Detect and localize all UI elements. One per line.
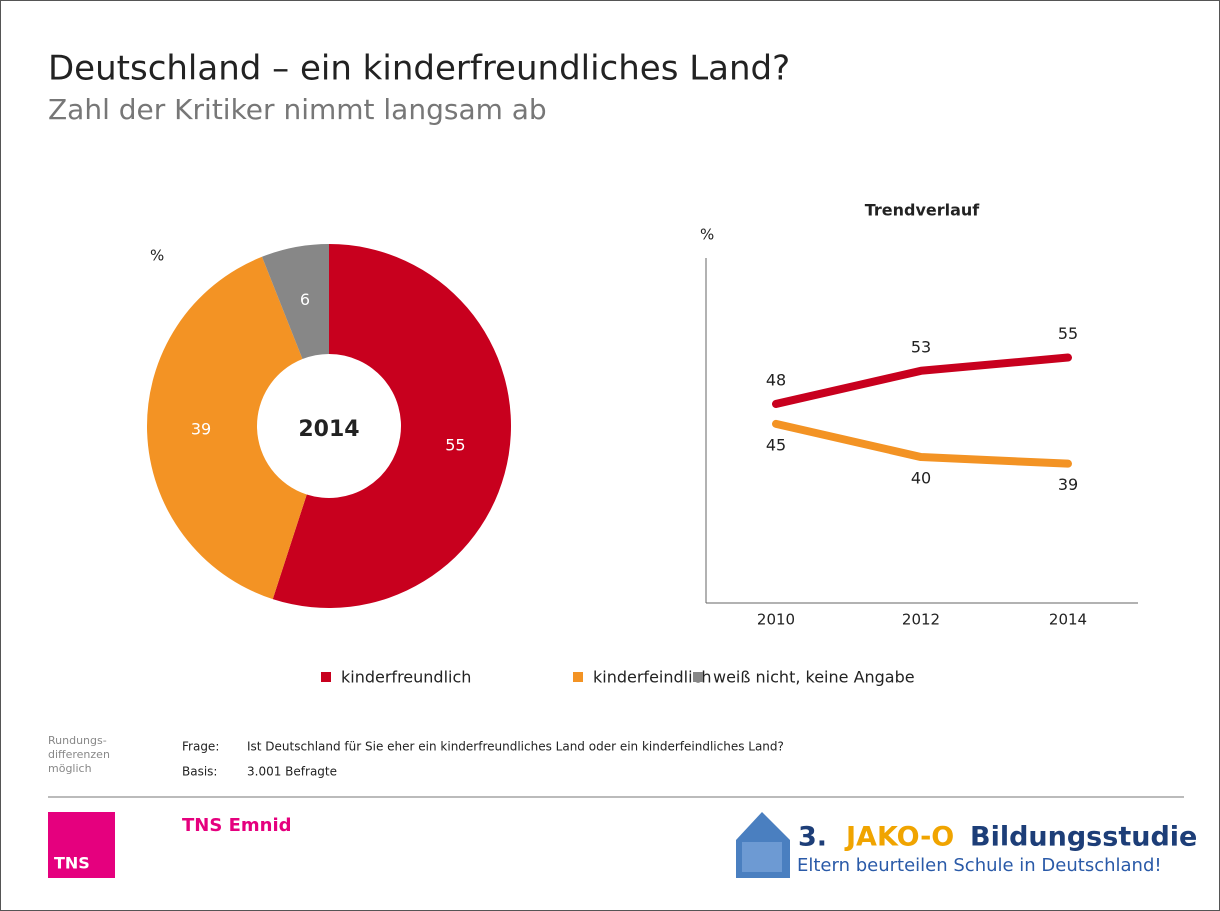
company: TNS Emnid	[182, 815, 292, 836]
data-label: 53	[911, 337, 931, 356]
center-label: 2014	[298, 417, 359, 442]
question-label: Frage:	[182, 740, 219, 754]
footer: Rundungs- differenzen möglich Frage: Ist…	[48, 734, 1197, 878]
legend-swatch	[321, 672, 331, 682]
study-logo: 3. JAKO-O Bildungsstudie Eltern beurteil…	[736, 812, 1197, 878]
line-series	[772, 419, 1072, 468]
x-tick-label: 2012	[902, 611, 940, 629]
title: Deutschland – ein kinderfreundliches Lan…	[48, 49, 790, 89]
unit-label: %	[150, 247, 164, 265]
legend-label: kinderfreundlich	[341, 668, 471, 687]
donut-slice	[262, 244, 329, 360]
data-label: 55	[1058, 324, 1078, 343]
chart-title: Trendverlauf	[865, 201, 981, 220]
slice-label: 39	[191, 420, 211, 439]
x-tick-label: 2014	[1049, 611, 1087, 629]
data-label: 39	[1058, 475, 1078, 494]
legend-swatch	[573, 672, 583, 682]
donut-slice	[272, 244, 512, 609]
study-brand: JAKO-O	[844, 822, 954, 853]
note-line: möglich	[48, 762, 92, 775]
legend-swatch	[693, 672, 703, 682]
slice-label: 6	[300, 290, 310, 309]
tns-logo	[48, 812, 115, 878]
base: 3.001 Befragte	[247, 765, 337, 779]
study-number: 3.	[798, 822, 827, 853]
study-name: Bildungsstudie	[970, 822, 1197, 853]
donut-slice	[147, 256, 307, 600]
data-label: 48	[766, 370, 786, 389]
study-tagline: Eltern beurteilen Schule in Deutschland!	[797, 855, 1162, 876]
x-tick-label: 2010	[757, 611, 795, 629]
question: Ist Deutschland für Sie eher ein kinderf…	[247, 740, 784, 754]
note-line: Rundungs-	[48, 734, 107, 747]
data-label: 40	[911, 469, 931, 488]
data-label: 45	[766, 435, 786, 454]
y-axis-label: %	[700, 226, 714, 244]
legend-label: weiß nicht, keine Angabe	[713, 668, 915, 687]
base-label: Basis:	[182, 765, 217, 779]
note-line: differenzen	[48, 748, 110, 761]
legend-label: kinderfeindlich	[593, 668, 711, 687]
subtitle: Zahl der Kritiker nimmt langsam ab	[48, 93, 547, 126]
slice-label: 55	[445, 436, 465, 455]
line-series	[772, 353, 1072, 408]
tns-logo-text: TNS	[54, 854, 90, 873]
house-board	[742, 842, 782, 872]
